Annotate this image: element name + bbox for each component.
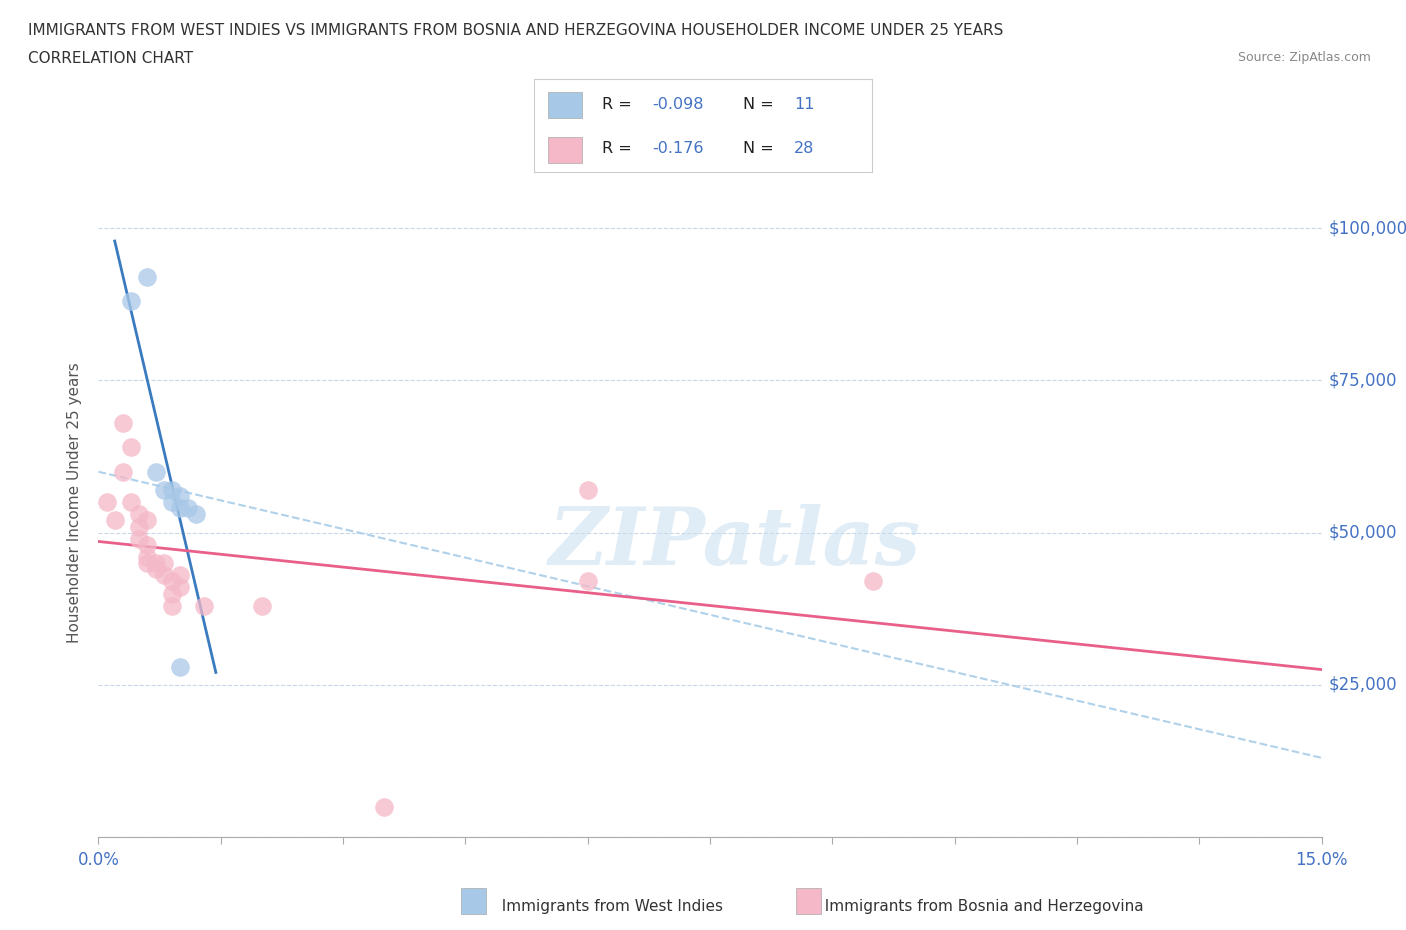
Point bbox=[169, 488, 191, 503]
Text: N =: N = bbox=[744, 141, 779, 156]
Point bbox=[128, 519, 150, 534]
Point bbox=[128, 531, 150, 546]
Point bbox=[128, 507, 150, 522]
Bar bbox=[796, 888, 821, 914]
Text: -0.176: -0.176 bbox=[652, 141, 704, 156]
Point bbox=[169, 580, 191, 595]
Point bbox=[120, 495, 142, 510]
Point bbox=[111, 416, 134, 431]
Point bbox=[136, 550, 159, 565]
Text: R =: R = bbox=[602, 141, 637, 156]
Point bbox=[145, 562, 167, 577]
Y-axis label: Householder Income Under 25 years: Householder Income Under 25 years bbox=[67, 362, 83, 643]
Text: IMMIGRANTS FROM WEST INDIES VS IMMIGRANTS FROM BOSNIA AND HERZEGOVINA HOUSEHOLDE: IMMIGRANTS FROM WEST INDIES VS IMMIGRANT… bbox=[28, 23, 1004, 38]
Point bbox=[136, 538, 159, 552]
Text: -0.098: -0.098 bbox=[652, 97, 704, 112]
Point bbox=[862, 574, 884, 589]
Point bbox=[104, 513, 127, 528]
Text: 28: 28 bbox=[794, 141, 814, 156]
Point bbox=[145, 464, 167, 479]
Point bbox=[111, 464, 134, 479]
Text: $25,000: $25,000 bbox=[1329, 676, 1398, 694]
Point bbox=[136, 270, 159, 285]
Point bbox=[186, 507, 208, 522]
Point bbox=[160, 574, 183, 589]
Point bbox=[152, 568, 174, 583]
Point bbox=[576, 483, 599, 498]
Text: ZIPatlas: ZIPatlas bbox=[548, 504, 921, 581]
Point bbox=[136, 555, 159, 570]
Text: Immigrants from West Indies: Immigrants from West Indies bbox=[492, 899, 723, 914]
Point bbox=[169, 501, 191, 516]
Point bbox=[136, 513, 159, 528]
Point bbox=[250, 598, 273, 613]
Text: Immigrants from Bosnia and Herzegovina: Immigrants from Bosnia and Herzegovina bbox=[815, 899, 1144, 914]
Text: CORRELATION CHART: CORRELATION CHART bbox=[28, 51, 193, 66]
Text: $50,000: $50,000 bbox=[1329, 524, 1398, 541]
Point bbox=[160, 483, 183, 498]
Text: 11: 11 bbox=[794, 97, 814, 112]
Point bbox=[152, 483, 174, 498]
Text: $75,000: $75,000 bbox=[1329, 371, 1398, 390]
Point bbox=[96, 495, 118, 510]
Bar bbox=[548, 137, 582, 163]
Point bbox=[120, 440, 142, 455]
Point bbox=[160, 495, 183, 510]
Point bbox=[160, 586, 183, 601]
Point bbox=[169, 659, 191, 674]
Point bbox=[193, 598, 215, 613]
Text: R =: R = bbox=[602, 97, 637, 112]
Point bbox=[152, 555, 174, 570]
Point bbox=[169, 568, 191, 583]
Point bbox=[576, 574, 599, 589]
Point bbox=[373, 799, 395, 814]
Bar bbox=[548, 92, 582, 118]
Point bbox=[145, 555, 167, 570]
Bar bbox=[461, 888, 486, 914]
Text: Source: ZipAtlas.com: Source: ZipAtlas.com bbox=[1237, 51, 1371, 64]
Point bbox=[177, 501, 200, 516]
Text: N =: N = bbox=[744, 97, 779, 112]
Point bbox=[120, 294, 142, 309]
Text: $100,000: $100,000 bbox=[1329, 219, 1406, 237]
Point bbox=[160, 598, 183, 613]
